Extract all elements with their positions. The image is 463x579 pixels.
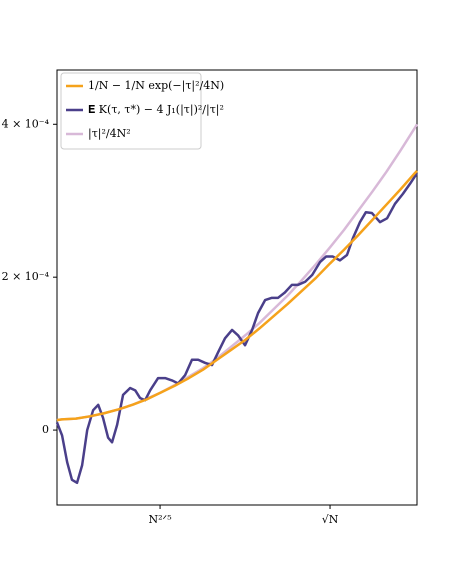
legend-label: 1/N − 1/N exp(−|τ|²/4N) xyxy=(88,79,224,93)
plot-frame xyxy=(56,69,418,506)
legend-box xyxy=(60,72,202,150)
y-tick-label: 0 xyxy=(42,423,49,436)
y-tick-label: 4 × 10⁻⁴ xyxy=(2,117,50,130)
series-line xyxy=(56,170,418,422)
x-tick-label: √N xyxy=(322,513,339,526)
legend-label: |τ|²/4N² xyxy=(88,127,131,141)
series-line xyxy=(55,172,419,485)
series-line xyxy=(56,123,419,422)
legend-label: 𝐄 K(τ, τ*) − 4 J₁(|τ|)²/|τ|² xyxy=(88,103,224,117)
y-tick-label: 2 × 10⁻⁴ xyxy=(2,270,50,283)
x-tick-label: N²ᐟ⁵ xyxy=(149,513,172,526)
